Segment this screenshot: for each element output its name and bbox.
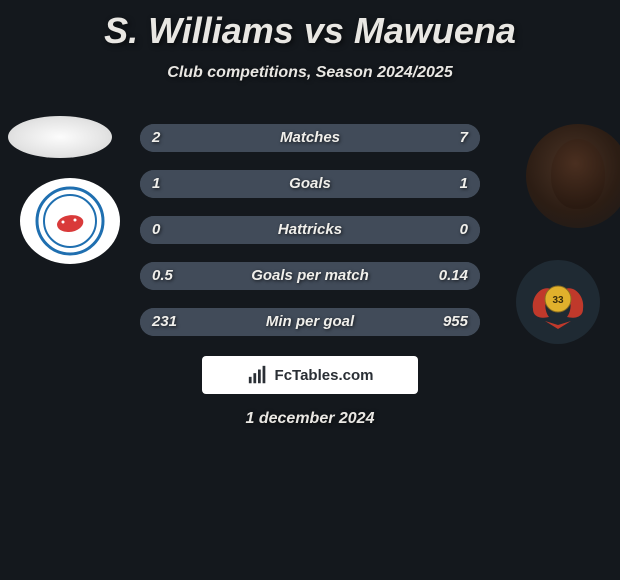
bar-label: Hattricks bbox=[140, 216, 480, 244]
player-left-avatar bbox=[8, 116, 112, 158]
comparison-bars: 27Matches 11Goals 00Hattricks 0.50.14Goals … bbox=[140, 124, 480, 354]
bar-row: 231955Min per goal bbox=[140, 308, 480, 336]
page-title: S. Williams vs Mawuena bbox=[0, 0, 620, 52]
bar-row: 0.50.14Goals per match bbox=[140, 262, 480, 290]
bar-row: 00Hattricks bbox=[140, 216, 480, 244]
club-left-icon bbox=[35, 186, 105, 256]
club-left-badge bbox=[20, 178, 120, 264]
club-right-badge: 33 bbox=[516, 260, 600, 344]
bar-row: 27Matches bbox=[140, 124, 480, 152]
date-text: 1 december 2024 bbox=[0, 410, 620, 428]
bar-row: 11Goals bbox=[140, 170, 480, 198]
chart-icon bbox=[247, 364, 269, 386]
bar-label: Goals bbox=[140, 170, 480, 198]
bar-label: Min per goal bbox=[140, 308, 480, 336]
bar-label: Matches bbox=[140, 124, 480, 152]
bar-label: Goals per match bbox=[140, 262, 480, 290]
footer-brand-box: FcTables.com bbox=[202, 356, 418, 394]
page-subtitle: Club competitions, Season 2024/2025 bbox=[0, 64, 620, 82]
footer-brand-text: FcTables.com bbox=[275, 367, 374, 384]
svg-text:33: 33 bbox=[552, 295, 564, 306]
player-right-face bbox=[551, 139, 605, 209]
club-right-icon: 33 bbox=[523, 267, 593, 337]
player-right-avatar bbox=[526, 124, 620, 228]
